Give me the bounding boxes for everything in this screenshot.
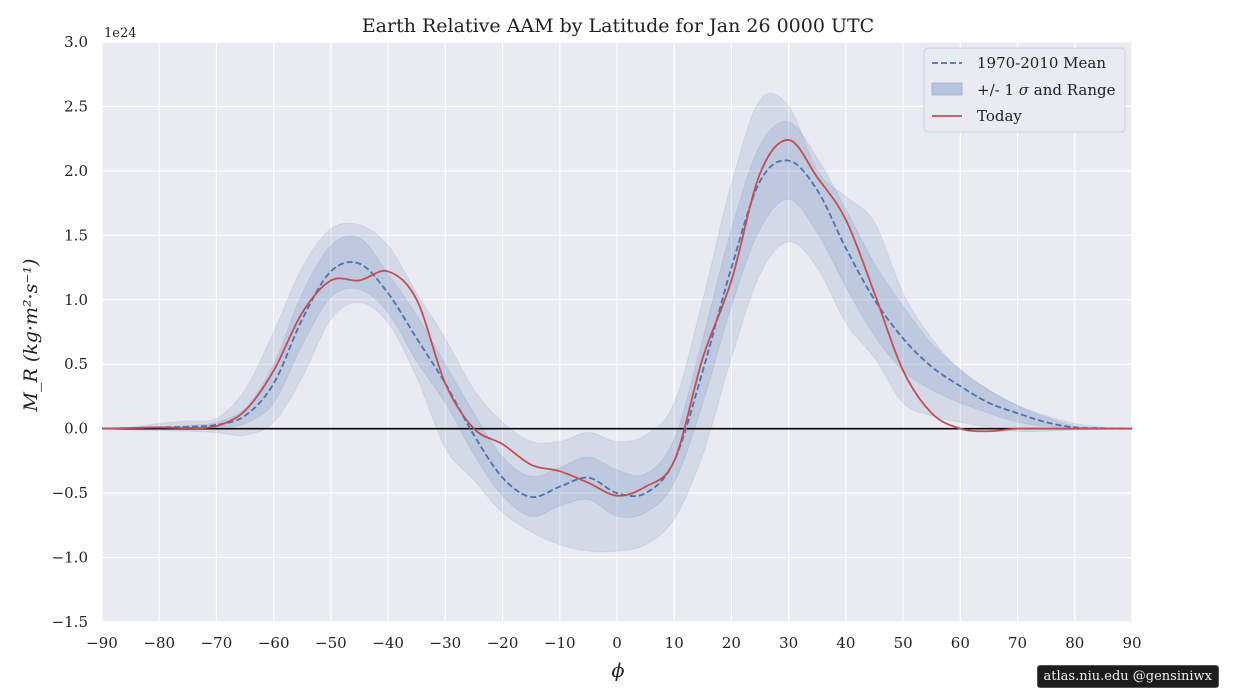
x-tick-label: 60 — [951, 634, 970, 652]
x-tick-label: 0 — [612, 634, 622, 652]
x-tick-label: 20 — [722, 634, 741, 652]
x-tick-label: 90 — [1122, 634, 1141, 652]
x-tick-label: 50 — [894, 634, 913, 652]
x-tick-label: −50 — [315, 634, 347, 652]
y-tick-label: 2.0 — [64, 162, 88, 180]
y-offset-text: 1e24 — [104, 26, 137, 41]
legend-box — [923, 47, 1126, 133]
watermark-badge: atlas.niu.edu @gensiniwx — [1036, 665, 1219, 688]
legend-band-swatch — [931, 82, 963, 96]
x-tick-label: −40 — [372, 634, 404, 652]
x-tick-label: −60 — [258, 634, 290, 652]
legend-mean-label: 1970-2010 Mean — [977, 54, 1106, 72]
y-tick-label: 2.5 — [64, 97, 88, 115]
legend: 1970-2010 Mean +/- 1 σ and Range Today — [923, 47, 1126, 133]
x-tick-label: 80 — [1065, 634, 1084, 652]
y-tick-label: 0.5 — [64, 355, 88, 373]
x-tick-label: −10 — [544, 634, 576, 652]
x-tick-label: 10 — [665, 634, 684, 652]
x-tick-label: −90 — [86, 634, 118, 652]
y-tick-label: −0.5 — [52, 484, 88, 502]
y-tick-label: 1.5 — [64, 226, 88, 244]
x-tick-label: 30 — [779, 634, 798, 652]
y-tick-label: 1.0 — [64, 291, 88, 309]
y-tick-label: 3.0 — [64, 33, 88, 51]
x-tick-label: −20 — [487, 634, 519, 652]
x-tick-label: −30 — [430, 634, 462, 652]
chart-title: Earth Relative AAM by Latitude for Jan 2… — [362, 15, 874, 37]
x-tick-label: 70 — [1008, 634, 1027, 652]
series-lines — [101, 139, 1133, 498]
legend-band-label: +/- 1 σ and Range — [977, 81, 1116, 99]
y-tick-label: −1.0 — [52, 549, 88, 567]
x-axis-label: ϕ — [612, 660, 625, 682]
x-tick-label: −80 — [143, 634, 175, 652]
x-tick-label: −70 — [201, 634, 233, 652]
y-tick-label: −1.5 — [52, 613, 88, 631]
today-line — [101, 139, 1132, 497]
x-tick-label: 40 — [836, 634, 855, 652]
y-tick-label: 0.0 — [64, 420, 88, 438]
legend-today-label: Today — [977, 107, 1022, 125]
y-axis-label: M_R (kg·m²·s⁻¹) — [20, 259, 42, 413]
tick-labels: −90 −80 −70 −60 −50 −40 −30 −20 −10 0 10 20 30 40 50 60… — [52, 33, 1142, 652]
